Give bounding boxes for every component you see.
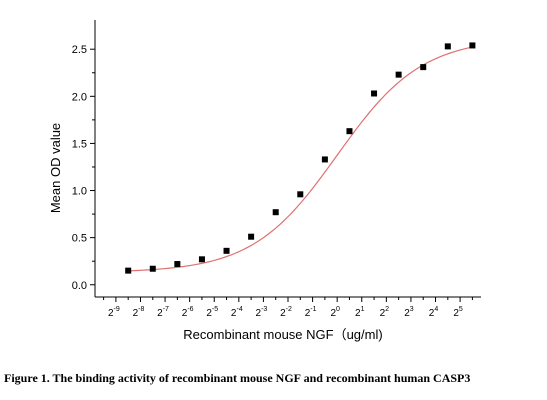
x-tick-base: 2 xyxy=(206,308,212,319)
axes xyxy=(94,20,481,298)
data-point xyxy=(223,247,230,254)
figure-caption: Figure 1. The binding activity of recomb… xyxy=(4,371,471,385)
x-tick-base: 2 xyxy=(133,308,139,319)
data-point xyxy=(297,191,304,198)
data-point xyxy=(420,64,427,71)
x-tick-base: 2 xyxy=(157,308,163,319)
y-tick-label: 2.0 xyxy=(72,91,87,103)
x-tick-exponent: -8 xyxy=(138,306,144,313)
fit-curve xyxy=(128,46,473,272)
x-tick-exponent: -5 xyxy=(212,306,218,313)
fit-curve-layer xyxy=(128,46,473,272)
x-tick-base: 2 xyxy=(108,308,114,319)
y-tick-label: 0.5 xyxy=(72,233,87,245)
x-tick-exponent: -3 xyxy=(261,306,267,313)
y-tick-label: 0.0 xyxy=(72,280,87,292)
data-point xyxy=(395,71,402,78)
x-tick-label: 20 xyxy=(330,306,340,319)
x-tick-label: 2-1 xyxy=(305,306,317,319)
x-tick-exponent: -1 xyxy=(310,306,316,313)
x-tick-base: 2 xyxy=(380,308,386,319)
x-tick-base: 2 xyxy=(256,308,262,319)
x-tick-base: 2 xyxy=(280,308,286,319)
data-point xyxy=(321,156,328,163)
x-tick-exponent: 3 xyxy=(410,306,414,313)
x-tick-label: 2-3 xyxy=(256,306,268,319)
y-axis-label: Mean OD value xyxy=(48,123,63,213)
y-tick-label: 1.5 xyxy=(72,138,87,150)
x-tick-label: 2-9 xyxy=(108,306,120,319)
x-tick-label: 22 xyxy=(380,306,390,319)
x-tick-base: 2 xyxy=(182,308,188,319)
x-tick-label: 2-6 xyxy=(182,306,194,319)
x-tick-label: 21 xyxy=(355,306,365,319)
x-tick-label: 25 xyxy=(453,306,463,319)
x-tick-exponent: -9 xyxy=(114,306,120,313)
x-tick-base: 2 xyxy=(429,308,435,319)
x-tick-base: 2 xyxy=(330,308,336,319)
data-point xyxy=(174,261,181,268)
data-point xyxy=(272,209,279,216)
x-tick-label: 2-2 xyxy=(280,306,292,319)
x-tick-base: 2 xyxy=(231,308,237,319)
x-tick-label: 2-7 xyxy=(157,306,169,319)
data-point xyxy=(248,233,255,240)
data-point xyxy=(346,128,353,135)
y-tick-label: 1.0 xyxy=(72,186,87,198)
chart: 0.0 0.5 1.0 1.5 2.0 2.5 2-9 2-8 2-7 2-6 2-5 2-4 2-3 2… xyxy=(48,20,481,342)
x-tick-exponent: 1 xyxy=(361,306,365,313)
x-tick-exponent: -6 xyxy=(187,306,193,313)
chart-svg: 0.00.51.01.52.02.52-9 2-8 2-7 2-6 2-5 2-4 2-3 2… xyxy=(48,20,481,342)
x-tick-exponent: 2 xyxy=(385,306,389,313)
x-tick-base: 2 xyxy=(305,308,311,319)
x-tick-label: 23 xyxy=(404,306,414,319)
y-tick-label: 2.5 xyxy=(72,44,87,56)
x-tick-base: 2 xyxy=(453,308,459,319)
x-tick-exponent: 4 xyxy=(434,306,438,313)
data-points-layer xyxy=(125,42,476,274)
data-point xyxy=(125,267,132,274)
data-point xyxy=(149,265,156,272)
x-tick-exponent: 5 xyxy=(459,306,463,313)
x-tick-label: 2-8 xyxy=(133,306,145,319)
data-point xyxy=(371,90,378,97)
x-tick-exponent: 0 xyxy=(336,306,340,313)
x-tick-exponent: -4 xyxy=(236,306,242,313)
x-tick-label: 2-5 xyxy=(206,306,218,319)
x-tick-label: 24 xyxy=(429,306,439,319)
x-tick-exponent: -2 xyxy=(286,306,292,313)
x-tick-label: 2-4 xyxy=(231,306,243,319)
data-point xyxy=(198,256,205,263)
x-tick-base: 2 xyxy=(404,308,410,319)
x-tick-exponent: -7 xyxy=(163,306,169,313)
x-tick-base: 2 xyxy=(355,308,361,319)
x-axis-label: Recombinant mouse NGF（ug/ml) xyxy=(183,327,382,342)
data-point xyxy=(469,42,476,49)
data-point xyxy=(444,43,451,50)
ticks-layer: 0.00.51.01.52.02.52-9 2-8 2-7 2-6 2-5 2-4 2-3 2… xyxy=(72,44,473,319)
